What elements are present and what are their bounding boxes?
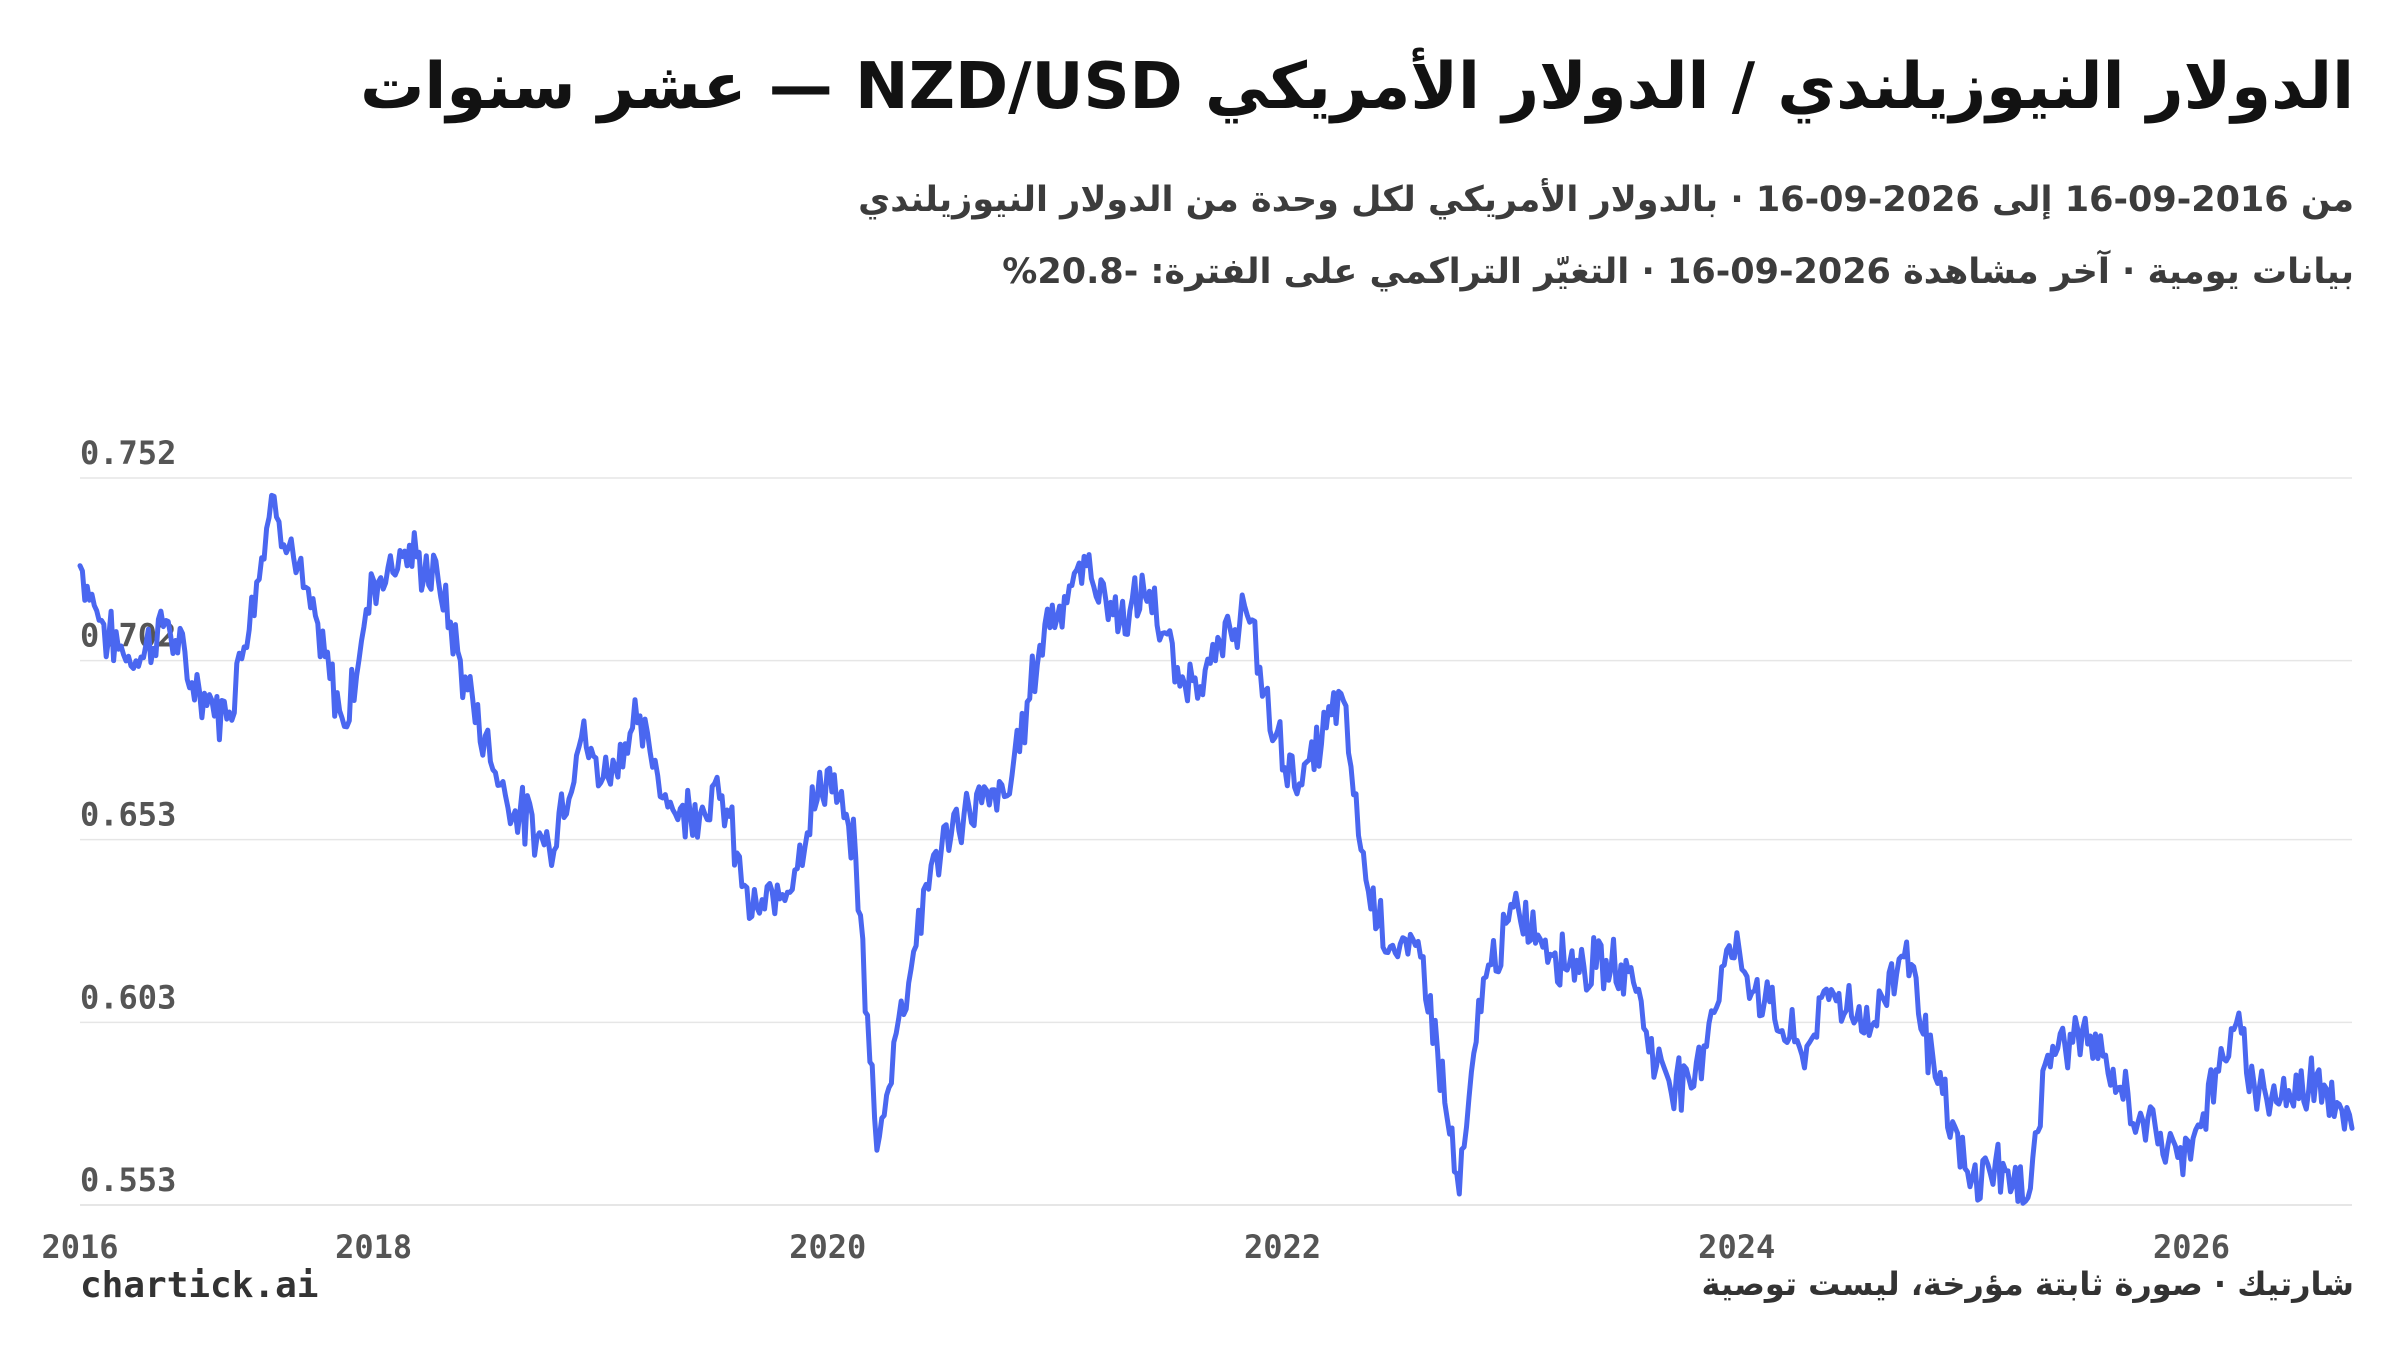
- y-tick-label: 0.603: [80, 978, 176, 1016]
- y-tick-label: 0.653: [80, 796, 176, 834]
- y-tick-label: 0.553: [80, 1161, 176, 1199]
- x-tick-label: 2026: [2153, 1228, 2230, 1266]
- chart-title: الدولار النيوزيلندي / الدولار الأمريكي N…: [360, 50, 2354, 124]
- x-tick-label: 2020: [789, 1228, 866, 1266]
- chart-subtitle-stats: بيانات يومية · آخر مشاهدة 2026-09-16 · ا…: [1002, 252, 2354, 292]
- x-tick-label: 2018: [335, 1228, 412, 1266]
- nzd-usd-series-line: [77, 492, 2355, 1206]
- x-tick-label: 2022: [1244, 1228, 1321, 1266]
- x-tick-label: 2016: [41, 1228, 118, 1266]
- y-tick-label: 0.752: [80, 434, 176, 472]
- x-tick-label: 2024: [1698, 1228, 1775, 1266]
- brand-label: chartick.ai: [80, 1265, 319, 1306]
- x-axis-ticks: 2016 2018 2020 2022 2024 2026: [41, 1228, 2230, 1266]
- disclaimer-note: شارتيك · صورة ثابتة مؤرخة، ليست توصية: [1701, 1265, 2355, 1303]
- chart-subtitle-range: من 2016-09-16 إلى 2026-09-16 · بالدولار …: [858, 180, 2354, 220]
